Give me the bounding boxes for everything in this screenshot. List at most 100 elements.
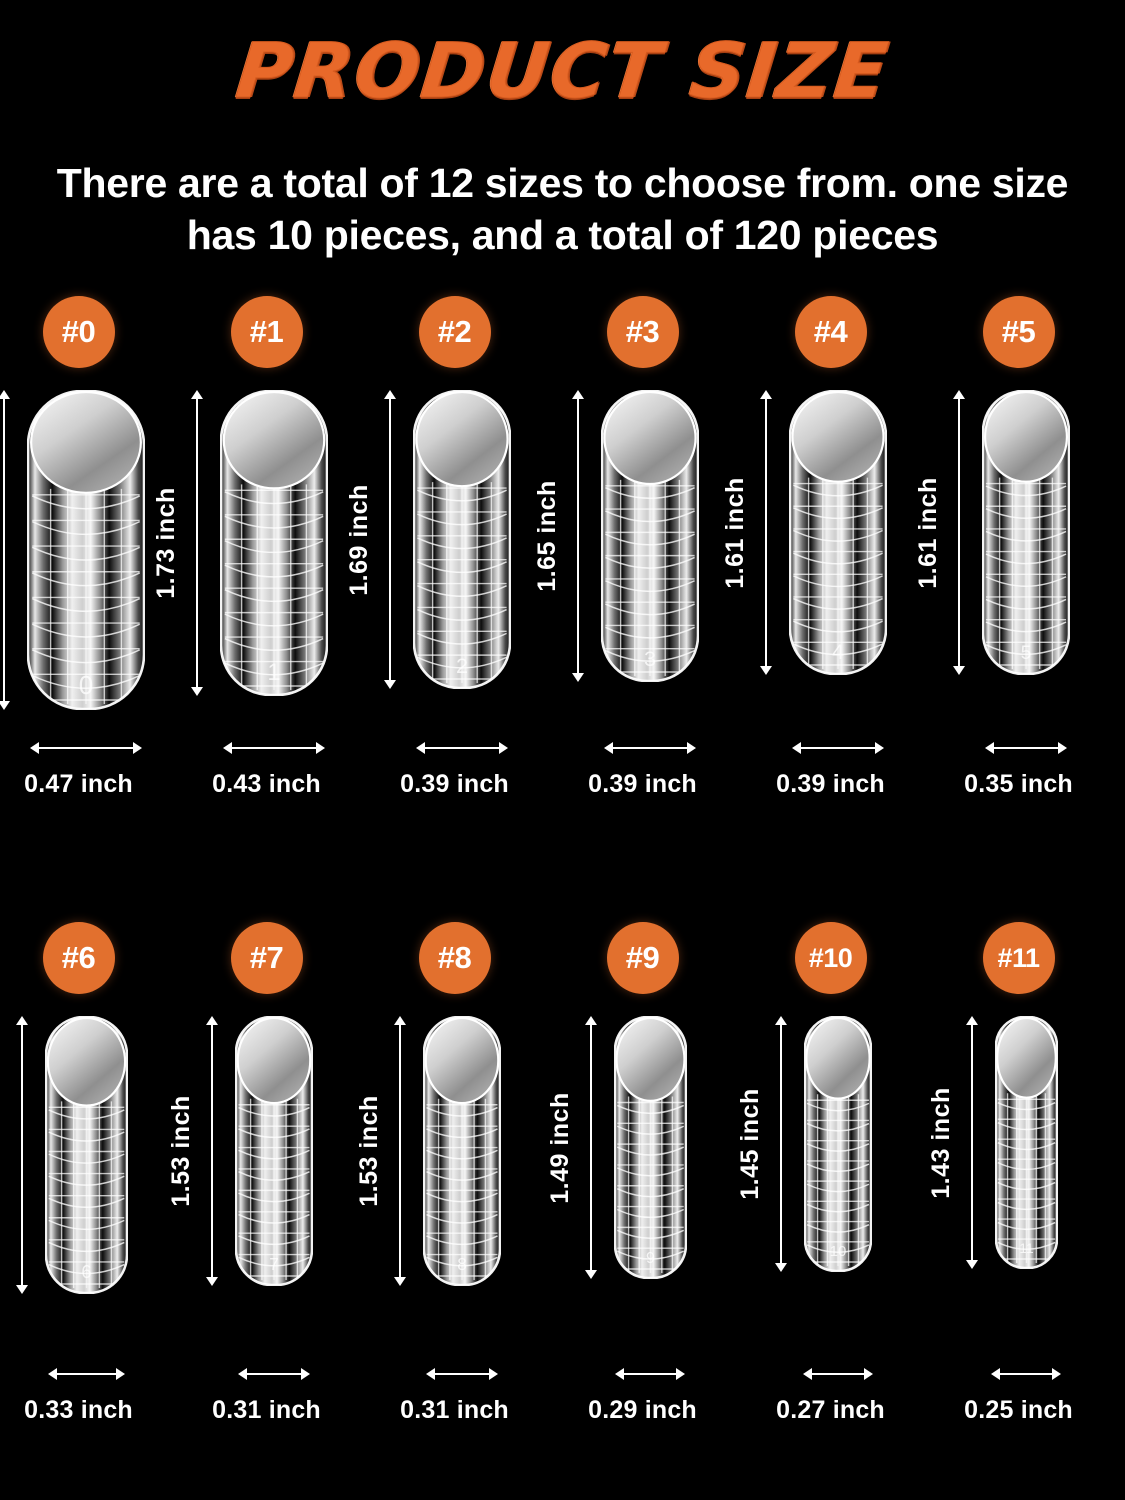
width-dimension-arrow (47, 1366, 125, 1382)
size-cell[interactable]: #9 (546, 922, 736, 1425)
nail-form-shape: 3 (601, 390, 699, 682)
nail-form-shape: 1 (220, 390, 328, 696)
width-label: 0.27 inch (776, 1396, 885, 1424)
width-label: 0.47 inch (24, 770, 133, 798)
height-dimension-arrow (965, 1016, 979, 1269)
height-label: 1.53 inch (167, 1095, 195, 1207)
size-cell[interactable]: #8 (355, 922, 548, 1425)
height-dimension-arrow (15, 1016, 29, 1294)
size-badge[interactable]: #1 (230, 296, 303, 368)
height-label: 1.43 inch (926, 1086, 955, 1199)
height-dimension-arrow (393, 1016, 407, 1286)
nail-form-diagram: 1 1.73 inch (152, 390, 360, 730)
width-dimension-arrow (604, 740, 696, 756)
page-title: PRODUCT SIZE (231, 26, 894, 116)
width-label: 0.43 inch (212, 770, 321, 798)
svg-text:9: 9 (646, 1249, 655, 1267)
height-dimension-arrow (571, 390, 585, 682)
nail-form-diagram: 5 1.61 inch (914, 390, 1112, 730)
width-dimension-arrow (30, 740, 142, 756)
width-dimension-arrow (223, 740, 325, 756)
svg-text:7: 7 (269, 1254, 279, 1274)
size-badge[interactable]: #2 (418, 296, 491, 368)
svg-text:3: 3 (644, 646, 656, 671)
height-label: 1.69 inch (345, 483, 373, 596)
subtitle-text: There are a total of 12 sizes to choose … (56, 160, 1069, 258)
nail-form-diagram: 2 1.69 inch (345, 390, 548, 730)
width-dimension-arrow (991, 1366, 1061, 1382)
svg-text:1: 1 (267, 659, 280, 686)
size-badge[interactable]: #11 (982, 922, 1055, 994)
size-cell[interactable]: #4 (721, 296, 924, 799)
height-dimension-arrow (383, 390, 397, 689)
svg-text:5: 5 (1021, 642, 1032, 664)
svg-text:10: 10 (830, 1243, 847, 1260)
size-cell[interactable]: #1 (152, 296, 360, 799)
nail-form-diagram: 7 1.53 inch (167, 1016, 360, 1356)
size-badge[interactable]: #10 (794, 922, 867, 994)
height-dimension-arrow (205, 1016, 219, 1286)
width-label: 0.35 inch (964, 770, 1073, 798)
size-cell[interactable]: #5 (914, 296, 1112, 799)
size-badge[interactable]: #4 (794, 296, 867, 368)
width-dimension-arrow (426, 1366, 498, 1382)
svg-text:0: 0 (79, 670, 93, 700)
size-badge[interactable]: #0 (42, 296, 115, 368)
nail-form-diagram: 9 1.49 inch (546, 1016, 736, 1356)
nail-form-diagram: 4 1.61 inch (721, 390, 924, 730)
height-label: 1.61 inch (721, 476, 749, 589)
height-label: 1.61 inch (914, 476, 942, 589)
nail-form-shape: 9 (613, 1016, 687, 1279)
width-label: 0.39 inch (776, 770, 885, 798)
height-dimension-arrow (774, 1016, 788, 1272)
svg-text:11: 11 (1019, 1240, 1034, 1256)
size-cell[interactable]: #0 (0, 296, 172, 799)
width-label: 0.39 inch (400, 770, 509, 798)
size-badge[interactable]: #5 (982, 296, 1055, 368)
size-cell[interactable]: #6 (0, 922, 172, 1425)
size-cell[interactable]: #3 (533, 296, 736, 799)
width-dimension-arrow (416, 740, 508, 756)
size-badge[interactable]: #3 (606, 296, 679, 368)
height-label: 1.57 inch (0, 1099, 5, 1211)
width-label: 0.25 inch (964, 1396, 1073, 1424)
nail-form-shape: 0 (27, 390, 145, 710)
nail-form-shape: 4 (789, 390, 887, 675)
width-dimension-arrow (792, 740, 884, 756)
width-dimension-arrow (803, 1366, 873, 1382)
width-dimension-arrow (985, 740, 1067, 756)
width-label: 0.31 inch (400, 1396, 509, 1424)
size-badge[interactable]: #6 (42, 922, 115, 994)
svg-text:8: 8 (457, 1254, 467, 1274)
height-dimension-arrow (584, 1016, 598, 1279)
height-label: 1.73 inch (152, 487, 180, 599)
nail-form-shape: 11 (994, 1016, 1058, 1269)
height-label: 1.45 inch (736, 1088, 764, 1200)
size-cell[interactable]: #11 (925, 922, 1112, 1425)
width-label: 0.29 inch (588, 1396, 697, 1424)
nail-form-diagram: 6 1.57 inch (0, 1016, 172, 1356)
size-cell[interactable]: #2 (345, 296, 548, 799)
nail-form-diagram: 3 1.65 inch (533, 390, 736, 730)
height-dimension-arrow (952, 390, 966, 675)
nail-form-shape: 2 (413, 390, 511, 689)
nail-form-diagram: 8 1.53 inch (355, 1016, 548, 1356)
size-badge[interactable]: #8 (418, 922, 491, 994)
width-dimension-arrow (615, 1366, 685, 1382)
nail-form-shape: 6 (44, 1016, 128, 1294)
width-label: 0.31 inch (212, 1396, 321, 1424)
height-dimension-arrow (190, 390, 204, 696)
size-cell[interactable]: #7 (167, 922, 360, 1425)
svg-text:6: 6 (81, 1261, 91, 1282)
height-dimension-arrow (0, 390, 11, 710)
width-dimension-arrow (238, 1366, 310, 1382)
nail-form-shape: 8 (423, 1016, 501, 1286)
size-badge[interactable]: #7 (230, 922, 303, 994)
nail-form-shape: 7 (235, 1016, 313, 1286)
title-container: PRODUCT SIZE (0, 26, 1125, 116)
nail-form-diagram: 10 1.45 inch (736, 1016, 924, 1356)
size-badge[interactable]: #9 (606, 922, 679, 994)
height-dimension-arrow (759, 390, 773, 675)
size-cell[interactable]: #10 (736, 922, 924, 1425)
